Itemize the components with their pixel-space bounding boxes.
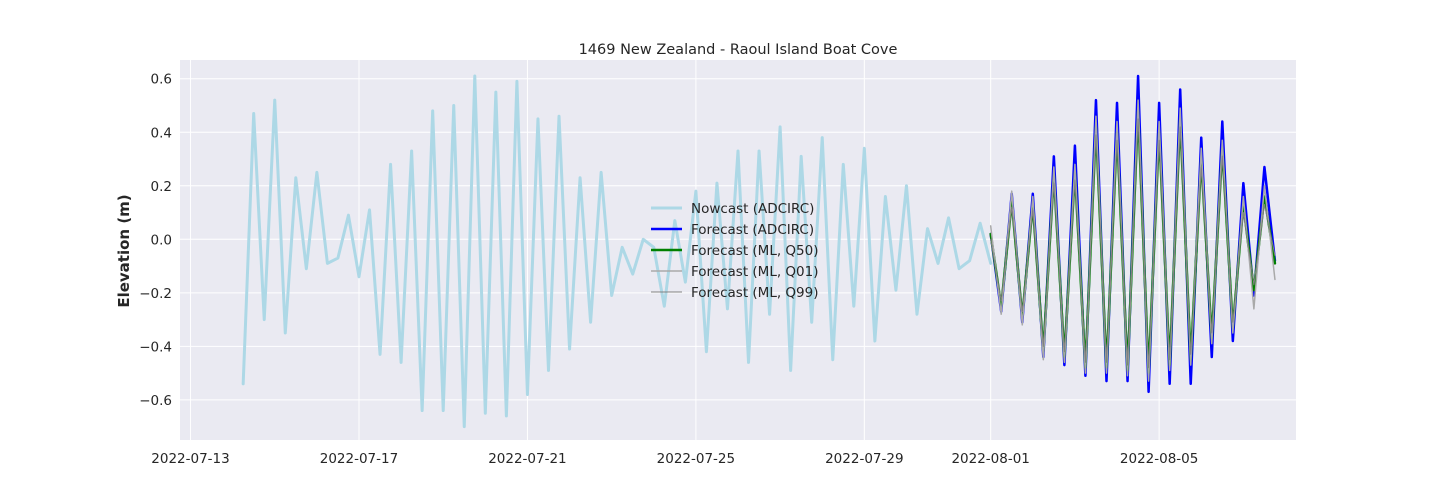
series-line-5: [990, 118, 1276, 369]
legend-entry: Forecast (ADCIRC): [691, 222, 814, 238]
x-tick-label: 2022-07-21: [488, 451, 566, 467]
y-tick-label: −0.4: [139, 339, 172, 355]
x-tick-label: 2022-07-29: [825, 451, 903, 467]
legend-entry: Nowcast (ADCIRC): [691, 201, 814, 217]
x-tick-label: 2022-08-05: [1120, 451, 1198, 467]
y-axis-label: Elevation (m): [115, 194, 133, 307]
y-tick-label: −0.2: [139, 286, 172, 302]
plot-area: [180, 60, 1296, 440]
legend-entry: Forecast (ML, Q99): [691, 285, 819, 301]
legend-entry: Forecast (ML, Q50): [691, 243, 819, 259]
y-tick-label: −0.6: [139, 393, 172, 409]
series-line-1: [241, 74, 993, 429]
chart-title: 1469 New Zealand - Raoul Island Boat Cov…: [579, 42, 898, 58]
x-axis: 2022-07-13 2022-07-17 2022-07-21 2022-07-25…: [151, 451, 1198, 467]
legend: Nowcast (ADCIRC) Forecast (ADCIRC) Forecas…: [651, 201, 819, 301]
x-tick-label: 2022-07-25: [657, 451, 735, 467]
series-layer: [241, 74, 1277, 429]
y-tick-label: 0.4: [151, 125, 172, 141]
x-tick-label: 2022-07-17: [320, 451, 398, 467]
x-tick-label: 2022-08-01: [951, 451, 1029, 467]
y-tick-label: 0.2: [151, 179, 172, 195]
x-tick-label: 2022-07-13: [151, 451, 229, 467]
y-tick-label: 0.6: [151, 72, 172, 88]
y-axis: −0.6 −0.4 −0.2 0.0 0.2 0.4 0.6: [139, 72, 172, 409]
legend-entry: Forecast (ML, Q01): [691, 264, 819, 280]
y-tick-label: 0.0: [151, 232, 172, 248]
